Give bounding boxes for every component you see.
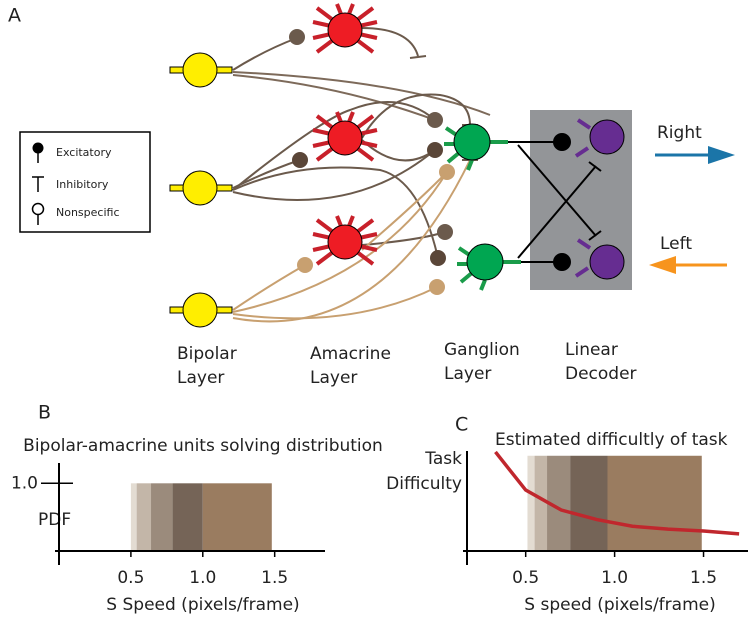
layer-label: Bipolar bbox=[177, 344, 237, 364]
bar bbox=[527, 456, 534, 551]
panel-label: A bbox=[8, 5, 21, 27]
layer-label: Amacrine bbox=[310, 344, 391, 364]
x-tick-label: 1.0 bbox=[601, 568, 628, 588]
layer-label: Layer bbox=[310, 368, 357, 388]
bar bbox=[137, 483, 151, 551]
y-axis-label: Difficulty bbox=[386, 474, 462, 494]
synapse bbox=[427, 112, 443, 128]
arrow bbox=[649, 256, 676, 274]
legend-icon bbox=[33, 143, 44, 154]
output-label: Right bbox=[657, 123, 702, 143]
x-tick-label: 0.5 bbox=[512, 568, 539, 588]
legend-icon bbox=[33, 204, 44, 215]
bipolar-cells bbox=[170, 53, 232, 327]
layer-label: Linear bbox=[565, 340, 618, 360]
synapse bbox=[437, 224, 453, 240]
bar bbox=[608, 456, 702, 551]
bar bbox=[131, 483, 137, 551]
legend-label: Nonspecific bbox=[56, 206, 120, 219]
panel-label: C bbox=[455, 414, 468, 436]
arrow bbox=[708, 146, 735, 164]
synapse bbox=[430, 250, 446, 266]
legend-label: Inhibitory bbox=[56, 178, 109, 191]
bar bbox=[535, 456, 547, 551]
synapse bbox=[297, 257, 313, 273]
ganglion-cells bbox=[444, 124, 521, 290]
x-tick-label: 0.5 bbox=[117, 568, 144, 588]
synapse bbox=[439, 164, 455, 180]
bar bbox=[151, 483, 173, 551]
legend-label: Excitatory bbox=[56, 146, 112, 159]
x-axis-label: S Speed (pixels/frame) bbox=[106, 595, 299, 615]
figure: A Excitatory Inhibitory Nonspecific bbox=[0, 0, 753, 619]
y-axis-label: Task bbox=[424, 449, 462, 469]
synapse bbox=[429, 279, 445, 295]
bar bbox=[203, 483, 272, 551]
y-tick-label: 1.0 bbox=[11, 473, 38, 493]
x-tick-label: 1.5 bbox=[261, 568, 288, 588]
chart-title: Bipolar-amacrine units solving distribut… bbox=[23, 436, 383, 456]
layer-label: Decoder bbox=[565, 364, 637, 384]
layer-label: Layer bbox=[444, 364, 491, 384]
x-tick-label: 1.0 bbox=[189, 568, 216, 588]
layer-label: Layer bbox=[177, 368, 224, 388]
amacrine-cells bbox=[313, 4, 377, 264]
synapse bbox=[427, 142, 443, 158]
x-tick-label: 1.5 bbox=[690, 568, 717, 588]
y-axis-label: PDF bbox=[38, 510, 71, 530]
panel-label: B bbox=[38, 402, 51, 424]
bar bbox=[173, 483, 203, 551]
chart-title: Estimated difficultly of task bbox=[495, 430, 728, 450]
synapses bbox=[289, 29, 455, 295]
diagram: A Excitatory Inhibitory Nonspecific bbox=[8, 4, 735, 388]
output-label: Left bbox=[660, 234, 692, 254]
layer-label: Ganglion bbox=[444, 340, 520, 360]
synapse bbox=[292, 152, 308, 168]
synapse bbox=[289, 29, 305, 45]
bar bbox=[570, 456, 607, 551]
x-axis-label: S speed (pixels/frame) bbox=[524, 595, 715, 615]
